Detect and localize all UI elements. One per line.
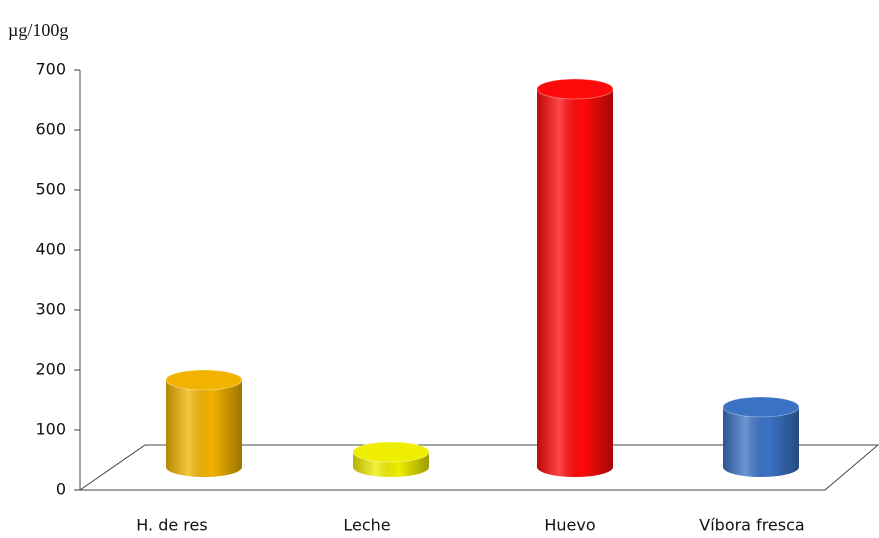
y-tick-label: 0	[56, 480, 66, 499]
bar-shade	[723, 407, 799, 477]
x-tick-label: H. de res	[136, 516, 207, 535]
x-tick-label: Huevo	[544, 516, 595, 535]
y-tick-label: 200	[35, 360, 66, 379]
x-tick-label: Leche	[343, 516, 390, 535]
y-tick-label: 400	[35, 240, 66, 259]
y-tick-label: 700	[35, 60, 66, 79]
x-tick-label: Víbora fresca	[699, 516, 804, 535]
floor	[78, 444, 879, 491]
bar-top	[722, 396, 800, 418]
y-tick-label: 500	[35, 180, 66, 199]
y-tick-label: 600	[35, 120, 66, 139]
y-tick-label: 300	[35, 300, 66, 319]
bar-shade	[353, 452, 429, 477]
y-axis-label: µg/100g	[8, 20, 68, 40]
bar-shade	[537, 89, 613, 477]
bar-top	[352, 441, 430, 463]
y-tick-label: 100	[35, 420, 66, 439]
bar-top	[165, 369, 243, 391]
bar-shade	[166, 380, 242, 477]
bar-top	[536, 78, 614, 100]
